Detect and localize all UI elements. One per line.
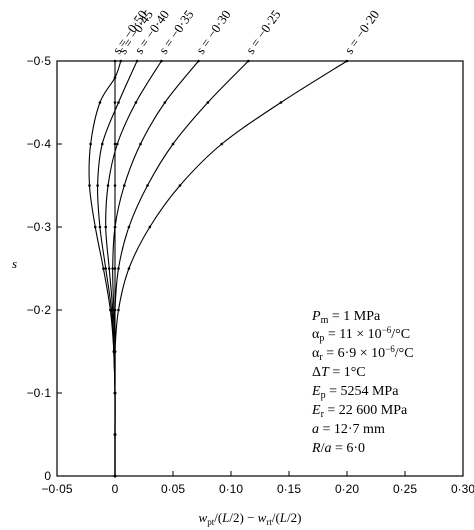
data-point bbox=[98, 101, 102, 104]
annotation-alpha-p: αp = 11 × 10−6/°C bbox=[312, 325, 410, 344]
data-point bbox=[111, 267, 114, 270]
x-tick-label: 0·30 bbox=[451, 482, 474, 496]
y-tick-label: −0·2 bbox=[27, 303, 52, 317]
x-tick-label: 0·20 bbox=[335, 482, 359, 496]
data-point bbox=[116, 142, 119, 146]
data-point bbox=[98, 225, 102, 229]
plot-border bbox=[56, 60, 464, 477]
annotation-delta-t: ΔT = 1°C bbox=[312, 365, 366, 380]
data-point bbox=[113, 308, 117, 312]
series-5 bbox=[113, 59, 250, 478]
series-4 bbox=[111, 59, 200, 478]
data-point bbox=[279, 101, 283, 104]
data-point bbox=[113, 350, 117, 353]
data-point bbox=[134, 101, 138, 104]
series-curves bbox=[88, 59, 349, 478]
annotation-r-over-a: R/a = 6·0 bbox=[311, 441, 365, 456]
data-point bbox=[197, 59, 200, 63]
data-point bbox=[148, 225, 152, 229]
data-point bbox=[127, 267, 131, 270]
data-point bbox=[113, 59, 117, 63]
data-point bbox=[102, 267, 105, 270]
data-point bbox=[113, 391, 117, 395]
x-tick-label: 0·05 bbox=[161, 482, 185, 496]
data-point bbox=[117, 267, 120, 270]
x-axis-ticks: −0·05 0 0·05 0·10 0·15 0·20 0·25 0·30 bbox=[41, 471, 474, 496]
data-point bbox=[163, 101, 167, 104]
data-point bbox=[104, 225, 108, 229]
data-point bbox=[139, 142, 142, 146]
series-label: s = −0·20 bbox=[341, 7, 382, 57]
data-point bbox=[104, 267, 108, 270]
data-point bbox=[96, 184, 99, 187]
data-point bbox=[113, 101, 117, 104]
data-point bbox=[113, 225, 117, 229]
data-point bbox=[160, 59, 163, 63]
data-point bbox=[107, 267, 111, 270]
data-point bbox=[247, 59, 250, 63]
data-point bbox=[146, 184, 149, 187]
y-axis-title: s bbox=[12, 256, 17, 271]
data-point bbox=[113, 184, 117, 187]
data-point bbox=[135, 59, 139, 63]
annotation-er: Er = 22 600 MPa bbox=[311, 403, 408, 420]
data-point bbox=[100, 142, 104, 146]
annotation-alpha-r: αr = 6·9 × 10−6/°C bbox=[312, 344, 414, 363]
series-6 bbox=[113, 59, 349, 478]
x-tick-label: 0·10 bbox=[219, 482, 243, 496]
y-tick-label: −0·4 bbox=[27, 137, 52, 151]
y-axis-ticks: 0 −0·1 −0·2 −0·3 −0·4 −0·5 bbox=[27, 54, 62, 483]
y-tick-label: −0·5 bbox=[27, 54, 52, 68]
data-point bbox=[119, 59, 123, 63]
data-point bbox=[178, 184, 182, 187]
data-point bbox=[113, 267, 117, 270]
x-tick-label: −0·05 bbox=[41, 482, 72, 496]
annotation-a: a = 12·7 mm bbox=[312, 422, 385, 437]
data-point bbox=[106, 184, 110, 187]
data-point bbox=[113, 142, 117, 146]
data-point bbox=[206, 101, 210, 104]
data-point bbox=[220, 142, 224, 146]
x-axis-title: wpt/(L/2) − wrt/(L/2) bbox=[199, 510, 302, 527]
x-tick-label: 0 bbox=[112, 482, 119, 496]
y-tick-label: −0·3 bbox=[27, 220, 52, 234]
data-point bbox=[122, 184, 126, 187]
x-tick-label: 0·25 bbox=[393, 482, 417, 496]
annotation-pm: Pm = 1 MPa bbox=[311, 309, 381, 326]
plot-frame bbox=[56, 60, 464, 477]
annotation-ep: Ep = 5254 MPa bbox=[311, 384, 399, 401]
data-point bbox=[117, 308, 120, 312]
y-tick-label: −0·1 bbox=[27, 386, 52, 400]
x-tick-label: 0·15 bbox=[277, 482, 301, 496]
data-point bbox=[127, 225, 131, 229]
series-label: s = −0·30 bbox=[193, 7, 234, 57]
data-point bbox=[113, 76, 117, 79]
parameter-annotations: Pm = 1 MPa αp = 11 × 10−6/°C αr = 6·9 × … bbox=[311, 309, 414, 456]
series-labels: s = −0·50s = −0·45s = −0·40s = −0·35s = … bbox=[109, 7, 382, 57]
series-label: s = −0·25 bbox=[243, 7, 284, 57]
data-point bbox=[88, 184, 91, 187]
data-point bbox=[113, 433, 117, 436]
data-point bbox=[345, 59, 349, 63]
y-tick-label: 0 bbox=[44, 469, 51, 483]
data-point bbox=[117, 101, 120, 104]
data-point bbox=[113, 474, 117, 478]
data-point bbox=[171, 142, 175, 146]
data-point bbox=[93, 225, 97, 229]
series-line bbox=[114, 60, 249, 477]
data-point bbox=[89, 142, 92, 146]
